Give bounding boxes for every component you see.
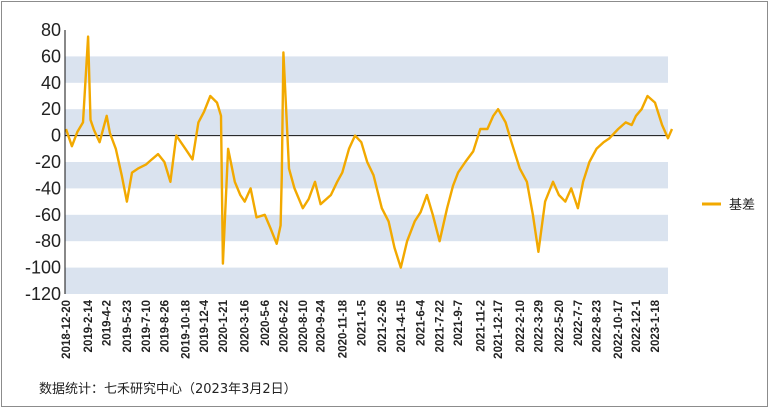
y-tick-label: -40 — [35, 178, 61, 198]
x-tick-label: 2019-12-4 — [199, 299, 211, 352]
x-tick-label: 2022-5-20 — [554, 300, 566, 352]
grid-bands — [65, 56, 668, 294]
x-axis-ticks: 2018-12-20 2019-2-14 2019-4-2 2019-5-23 2019… — [61, 299, 662, 358]
x-tick-label: 2020-3-16 — [240, 300, 252, 352]
x-tick-label: 2022-3-29 — [533, 300, 545, 352]
x-tick-label: 2022-10-17 — [613, 300, 625, 359]
grid-band — [65, 56, 668, 83]
grid-band — [65, 267, 668, 294]
y-tick-label: -120 — [25, 284, 61, 304]
y-tick-label: 0 — [51, 126, 61, 146]
x-tick-label: 2020-11-18 — [337, 299, 349, 358]
y-tick-label: -20 — [35, 152, 61, 172]
x-tick-label: 2020-5-6 — [260, 300, 272, 346]
grid-band — [65, 109, 668, 136]
grid-band — [65, 214, 668, 242]
x-tick-label: 2018-12-20 — [61, 300, 73, 359]
y-tick-label: 20 — [41, 99, 61, 119]
y-tick-label: 80 — [41, 20, 61, 40]
x-tick-label: 2021-6-4 — [416, 299, 428, 346]
y-tick-label: 40 — [41, 73, 61, 93]
x-tick-label: 2021-12-17 — [493, 300, 505, 359]
x-tick-label: 2021-11-2 — [475, 300, 487, 352]
x-tick-label: 2021-4-15 — [396, 299, 408, 352]
x-tick-label: 2019-4-2 — [102, 300, 114, 346]
x-tick-label: 2019-7-10 — [141, 300, 153, 352]
x-tick-label: 2019-2-14 — [83, 299, 95, 352]
x-tick-label: 2019-5-23 — [122, 300, 134, 352]
series-line — [64, 35, 674, 269]
x-tick-label: 2019-8-26 — [159, 300, 171, 352]
x-tick-label: 2022-8-23 — [591, 300, 603, 352]
x-tick-label: 2021-7-22 — [435, 300, 447, 352]
y-tick-label: -80 — [35, 231, 61, 251]
x-tick-label: 2022-2-10 — [515, 300, 527, 352]
grid-band — [65, 162, 668, 189]
x-tick-label: 2022-7-7 — [573, 300, 585, 346]
x-tick-label: 2023-1-18 — [650, 299, 662, 352]
x-tick-label: 2020-1-21 — [218, 299, 230, 352]
y-tick-label: 60 — [41, 46, 61, 66]
legend: 基差 — [702, 197, 755, 212]
x-tick-label: 2020-6-22 — [278, 300, 290, 352]
legend-label: 基差 — [729, 197, 755, 212]
x-tick-label: 2022-12-1 — [631, 299, 643, 352]
x-tick-label: 2021-1-5 — [356, 299, 368, 346]
x-tick-label: 2020-9-24 — [316, 299, 328, 352]
source-note: 数据统计：七禾研究中心（2023年3月2日） — [39, 382, 297, 397]
y-tick-label: -100 — [25, 258, 61, 278]
x-tick-label: 2019-10-18 — [180, 299, 192, 358]
y-axis-ticks: 80 60 40 20 0 -20 -40 -60 -80 -100 -120 — [25, 20, 61, 304]
y-tick-label: -60 — [35, 205, 61, 225]
x-tick-label: 2021-2-26 — [377, 300, 389, 352]
x-tick-label: 2020-8-10 — [298, 300, 310, 352]
series-layer — [64, 35, 674, 269]
x-tick-label: 2021-9-7 — [453, 300, 465, 346]
